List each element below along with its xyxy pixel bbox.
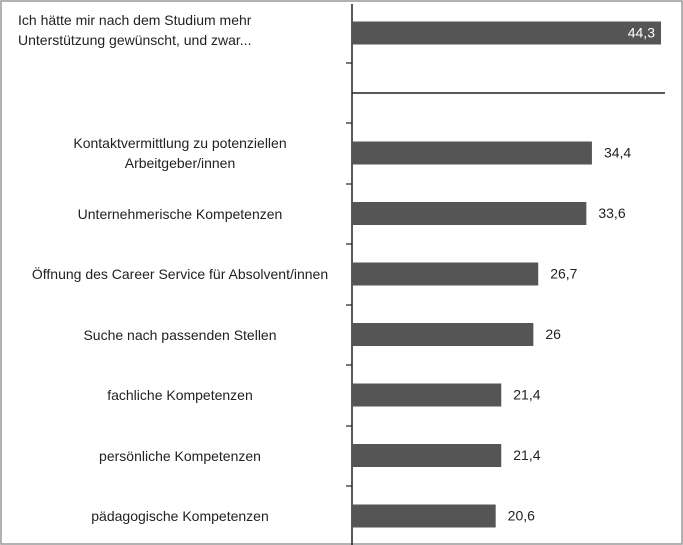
value-label: 20,6 <box>508 508 535 524</box>
bar <box>352 202 587 225</box>
value-label: 21,4 <box>513 447 540 463</box>
value-label: 26 <box>545 326 561 342</box>
category-label: Kontaktvermittlung zu potenziellen Arbei… <box>73 135 287 171</box>
category-label: Unternehmerische Kompetenzen <box>77 205 283 222</box>
value-label: 26,7 <box>550 266 577 282</box>
category-label: Öffnung des Career Service für Absolvent… <box>31 266 329 282</box>
category-label: Ich hätte mir nach dem Studium mehr Unte… <box>18 12 252 48</box>
category-label: persönliche Kompetenzen <box>99 447 261 464</box>
bar <box>352 323 534 346</box>
bar <box>352 141 592 165</box>
bar <box>352 383 502 407</box>
value-label: 34,4 <box>604 145 631 161</box>
bar <box>352 504 496 528</box>
bar <box>352 21 661 45</box>
category-label: Suche nach passenden Stellen <box>83 326 277 343</box>
value-label: 44,3 <box>628 25 655 41</box>
value-label: 33,6 <box>598 205 625 221</box>
category-label: pädagogische Kompetenzen <box>91 508 269 524</box>
value-label: 21,4 <box>513 387 540 403</box>
category-label: fachliche Kompetenzen <box>107 387 253 403</box>
bar <box>352 444 502 467</box>
bar <box>352 262 539 286</box>
